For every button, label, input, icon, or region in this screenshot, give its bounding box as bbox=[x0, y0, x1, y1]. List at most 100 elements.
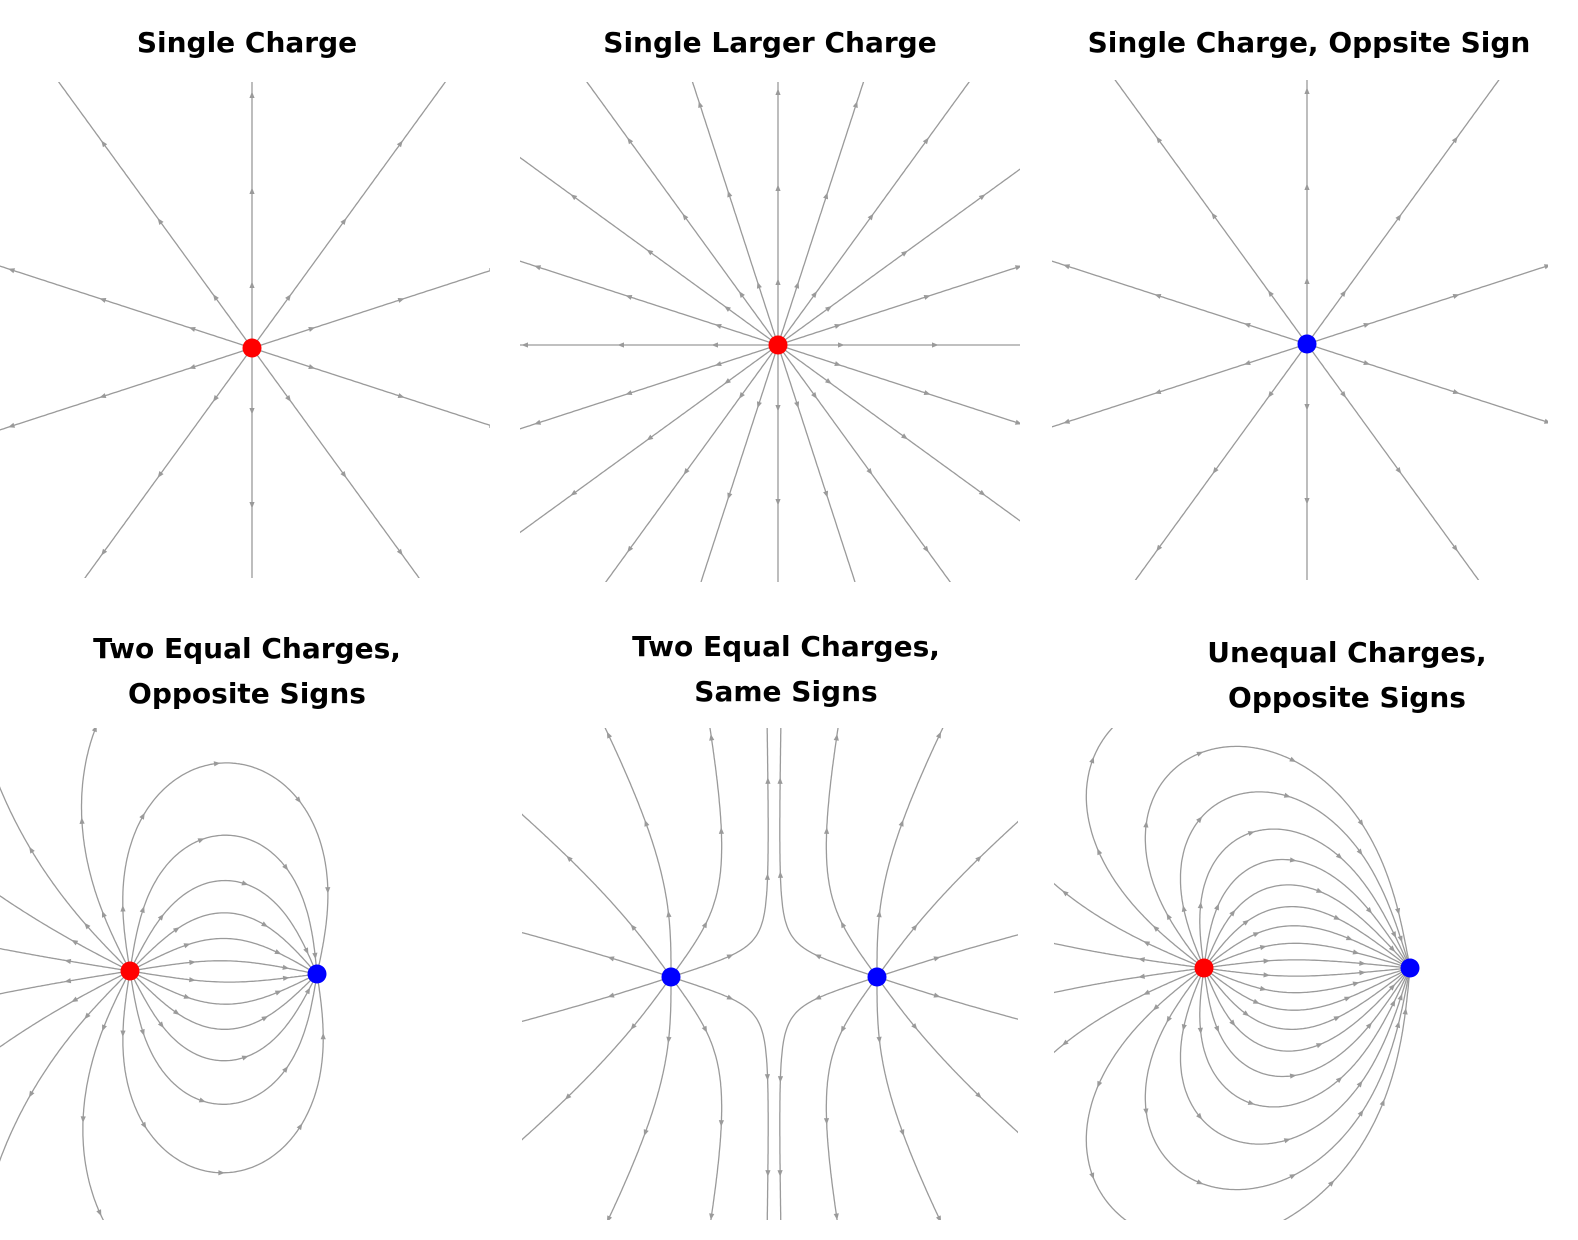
field-plot bbox=[0, 82, 490, 578]
positive-charge bbox=[1194, 958, 1214, 978]
field-arrow bbox=[630, 924, 637, 931]
field-arrow bbox=[340, 471, 347, 478]
field-lines bbox=[0, 728, 331, 1220]
field-arrow bbox=[711, 342, 718, 348]
field-arrow bbox=[1327, 1180, 1335, 1187]
field-arrow bbox=[1365, 1022, 1373, 1029]
field-line bbox=[677, 978, 769, 1220]
field-line bbox=[135, 973, 314, 1005]
field-arrow bbox=[1379, 1099, 1385, 1107]
field-line bbox=[134, 975, 314, 1030]
field-arrow bbox=[975, 855, 982, 863]
field-arrow bbox=[534, 419, 542, 425]
field-arrow bbox=[718, 1120, 725, 1127]
field-arrow bbox=[777, 871, 784, 878]
field-arrow bbox=[139, 812, 145, 820]
field-arrow bbox=[866, 468, 873, 475]
field-line bbox=[1144, 973, 1410, 1191]
field-arrow bbox=[1143, 820, 1149, 828]
field-line bbox=[1209, 969, 1406, 1011]
field-arrow bbox=[1242, 1010, 1250, 1017]
field-line bbox=[522, 813, 668, 972]
field-arrow bbox=[1356, 848, 1363, 856]
field-line bbox=[1206, 884, 1407, 965]
field-plot bbox=[520, 82, 1020, 582]
field-arrow bbox=[643, 1129, 649, 1137]
field-arrow bbox=[1363, 360, 1371, 366]
field-arrow bbox=[834, 323, 842, 329]
negative-charge bbox=[307, 964, 327, 984]
field-arrow bbox=[1359, 970, 1366, 976]
field-arrow bbox=[8, 422, 16, 428]
field-arrow bbox=[1211, 212, 1218, 220]
field-line bbox=[1054, 968, 1198, 994]
field-line bbox=[781, 82, 970, 340]
field-arrow bbox=[1356, 1080, 1363, 1088]
field-line bbox=[825, 728, 874, 972]
field-arrow bbox=[1243, 360, 1251, 366]
field-arrow bbox=[756, 401, 762, 409]
field-arrow bbox=[71, 939, 79, 946]
field-arrow bbox=[727, 492, 733, 500]
field-arrow bbox=[282, 975, 290, 981]
field-arrow bbox=[935, 731, 942, 739]
field-line bbox=[783, 348, 1020, 522]
field-line bbox=[82, 976, 128, 1220]
field-arrow bbox=[1143, 941, 1151, 947]
field-arrow bbox=[1143, 989, 1151, 995]
field-arrow bbox=[1089, 756, 1095, 764]
field-line bbox=[779, 351, 856, 582]
field-line bbox=[0, 786, 126, 967]
field-line bbox=[134, 912, 314, 971]
field-arrow bbox=[172, 1009, 180, 1015]
field-arrow bbox=[325, 887, 331, 894]
panel-title: Unequal Charges, Opposite Signs bbox=[1100, 630, 1578, 720]
positive-charge bbox=[120, 961, 140, 981]
field-arrow bbox=[794, 281, 800, 289]
field-svg bbox=[1052, 80, 1548, 580]
field-arrow bbox=[285, 294, 292, 301]
field-arrow bbox=[933, 956, 941, 962]
field-arrow bbox=[1357, 1109, 1364, 1117]
field-arrow bbox=[157, 1021, 164, 1029]
field-arrow bbox=[978, 489, 986, 496]
field-arrow bbox=[1259, 985, 1267, 991]
field-arrow bbox=[775, 278, 781, 285]
field-arrow bbox=[218, 1170, 225, 1176]
field-arrow bbox=[1397, 993, 1403, 1001]
field-line bbox=[136, 971, 312, 983]
title-line: Opposite Signs bbox=[1228, 681, 1466, 714]
title-line: Unequal Charges, bbox=[1207, 636, 1487, 669]
field-arrow bbox=[1289, 756, 1297, 762]
field-arrow bbox=[1247, 1099, 1255, 1105]
field-line bbox=[136, 960, 312, 974]
field-arrow bbox=[294, 796, 302, 804]
field-arrow bbox=[814, 954, 822, 960]
negative-charge bbox=[1400, 958, 1420, 978]
field-arrow bbox=[922, 545, 929, 553]
field-line bbox=[1204, 972, 1408, 1078]
field-arrow bbox=[1089, 1172, 1095, 1180]
field-arrow bbox=[1395, 907, 1401, 915]
field-arrow bbox=[212, 294, 219, 301]
field-arrow bbox=[157, 913, 164, 921]
field-arrow bbox=[630, 1023, 637, 1030]
field-arrow bbox=[1156, 544, 1163, 552]
field-arrow bbox=[397, 393, 405, 399]
field-arrow bbox=[606, 1215, 613, 1220]
field-arrow bbox=[1304, 87, 1310, 94]
field-arrow bbox=[764, 873, 770, 880]
field-arrow bbox=[1289, 857, 1297, 863]
field-arrow bbox=[1181, 905, 1187, 912]
field-arrow bbox=[1395, 467, 1402, 474]
field-line bbox=[122, 762, 329, 970]
field-arrow bbox=[840, 1025, 847, 1033]
field-arrow bbox=[212, 395, 219, 402]
field-arrow bbox=[189, 959, 196, 966]
field-arrow bbox=[709, 733, 715, 741]
field-arrow bbox=[303, 947, 309, 955]
field-arrow bbox=[396, 140, 403, 148]
field-arrow bbox=[521, 342, 528, 348]
field-arrow bbox=[825, 378, 832, 385]
field-arrow bbox=[1363, 322, 1371, 328]
